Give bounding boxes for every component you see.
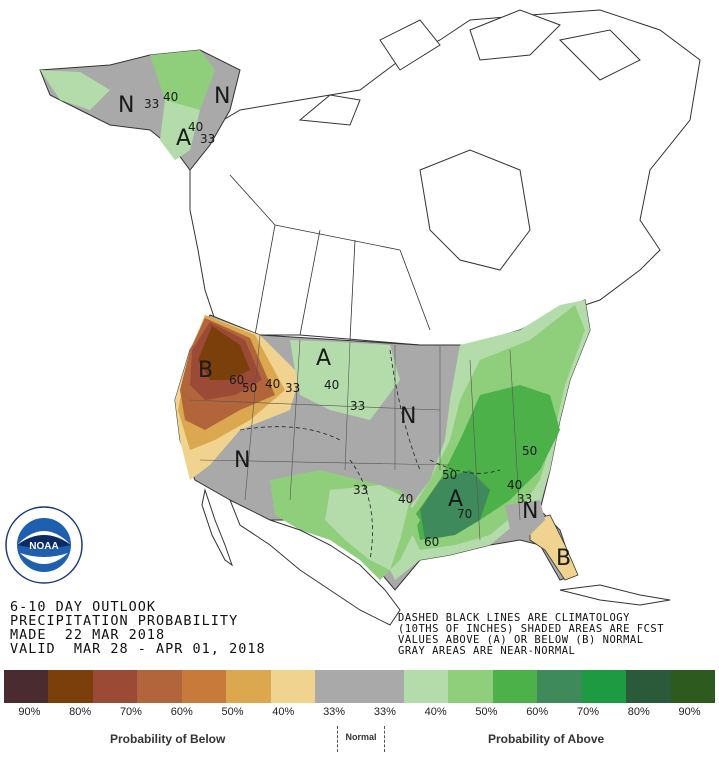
contour-label: 33 <box>144 97 159 111</box>
alaska-lightgreen <box>40 70 200 160</box>
zone-label-west-below: B <box>198 358 213 383</box>
contour-label: 40 <box>507 478 522 492</box>
legend-swatch <box>670 670 715 703</box>
legend-tick-label: 90% <box>18 706 41 718</box>
legend-swatch <box>226 670 271 703</box>
zone-label-florida-below: B <box>556 546 571 571</box>
mexico-land <box>229 498 401 626</box>
province-lines <box>229 174 431 341</box>
legend-swatch <box>448 670 493 703</box>
zone-label-southeast-normal: N <box>522 499 538 524</box>
baja <box>201 488 233 567</box>
legend-swatch <box>359 670 404 703</box>
west-below-80 <box>198 326 250 380</box>
legend-below-title: Probability of Below <box>110 732 226 746</box>
contour-label: 33 <box>350 399 365 413</box>
note-line: DASHED BLACK LINES ARE CLIMATOLOGY <box>398 612 630 624</box>
legend-swatch <box>4 670 49 703</box>
legend-swatch <box>315 670 360 703</box>
contour-label: 50 <box>442 468 457 482</box>
legend-tick-label: 70% <box>119 706 142 718</box>
valid-dates: VALID MAR 28 - APR 01, 2018 <box>10 641 266 657</box>
legend-swatch <box>492 670 538 703</box>
climatology-lines <box>239 349 501 561</box>
legend-color-bar <box>4 670 715 703</box>
contour-label: 40 <box>324 378 339 392</box>
note-line: GRAY AREAS ARE NEAR-NORMAL <box>398 645 576 657</box>
legend-tick-label: 90% <box>678 706 701 718</box>
legend-tick-label: 80% <box>69 706 92 718</box>
legend-tick-label: 80% <box>627 706 650 718</box>
noaa-logo-text: NOAA <box>29 541 58 552</box>
legend-normal-box: Normal <box>337 726 385 752</box>
contour-label: 50 <box>242 381 257 395</box>
legend-swatch <box>626 670 671 703</box>
noaa-logo: NOAA <box>5 506 83 584</box>
southeast-gray <box>505 500 545 535</box>
made-date: MADE 22 MAR 2018 <box>10 627 166 643</box>
zone-label-alaska-above: A <box>176 126 191 151</box>
legend-tick-label: 50% <box>475 706 498 718</box>
legend-swatch <box>181 670 227 703</box>
contour-label: 50 <box>522 444 537 458</box>
state-lines <box>189 334 521 541</box>
contour-label: 40 <box>398 492 413 506</box>
legend-labels: 90% 80% 70% 60% 50% 40% 33% 33% 40% 50% 60% 70% 80% 9… <box>4 706 715 720</box>
legend-tick-label: 40% <box>272 706 295 718</box>
zone-label-alaska-normal: N <box>214 84 230 109</box>
note-line: VALUES ABOVE (A) OR BELOW (B) NORMAL <box>398 634 644 646</box>
east-above-70 <box>420 470 490 540</box>
legend-tick-label: 50% <box>221 706 244 718</box>
legend-swatch <box>270 670 316 703</box>
legend-normal-title: Normal <box>345 732 377 742</box>
outlook-map: N A N A B N N A N B 33 40 40 33 60 50 40… <box>39 9 701 626</box>
contour-label: 40 <box>163 90 178 104</box>
legend-swatch <box>137 670 182 703</box>
cuba <box>559 584 671 606</box>
legend-above-title: Probability of Above <box>488 732 605 746</box>
zone-label-alaska-north: N <box>118 93 134 118</box>
legend-swatch <box>537 670 582 703</box>
hudson-bay <box>419 149 531 271</box>
legend-swatch <box>581 670 627 703</box>
outlook-subtitle: PRECIPITATION PROBABILITY <box>10 613 239 629</box>
zone-label-southwest-normal: N <box>234 448 250 473</box>
zone-label-plains-above: A <box>316 346 331 371</box>
legend-swatch <box>403 670 449 703</box>
contour-label: 33 <box>285 381 300 395</box>
florida-below <box>529 514 579 581</box>
legend-tick-label: 70% <box>576 706 599 718</box>
zone-label-midwest-normal: N <box>400 404 416 429</box>
legend-tick-label: 60% <box>526 706 549 718</box>
legend-swatch <box>48 670 93 703</box>
legend-tick-label: 33% <box>373 706 396 718</box>
contour-label: 40 <box>265 377 280 391</box>
outlook-title: 6-10 DAY OUTLOOK <box>10 599 157 615</box>
contour-label: 70 <box>457 507 472 521</box>
zone-label-southeast-above: A <box>448 487 463 512</box>
plains-above <box>290 340 400 420</box>
legend-tick-label: 33% <box>323 706 346 718</box>
note-line: (10THS OF INCHES) SHADED AREAS ARE FCST <box>398 623 665 635</box>
contour-label: 60 <box>424 535 439 549</box>
contour-label: 33 <box>353 483 368 497</box>
contour-label: 33 <box>517 492 532 506</box>
arctic-islands <box>298 9 641 126</box>
legend-tick-label: 60% <box>170 706 193 718</box>
legend-tick-label: 40% <box>424 706 447 718</box>
texas-above <box>325 485 410 570</box>
legend-swatch <box>92 670 138 703</box>
contour-label: 40 <box>188 120 203 134</box>
contour-label: 60 <box>229 373 244 387</box>
contour-label: 33 <box>200 132 215 146</box>
